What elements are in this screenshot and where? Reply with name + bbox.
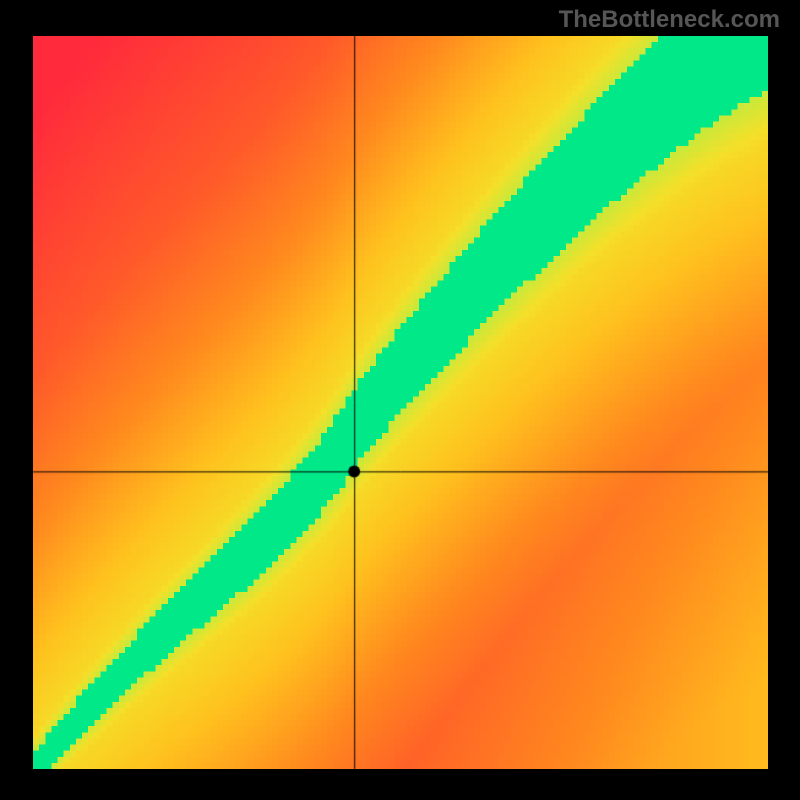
bottleneck-heatmap bbox=[33, 36, 768, 769]
chart-container: TheBottleneck.com bbox=[0, 0, 800, 800]
watermark-text: TheBottleneck.com bbox=[559, 6, 780, 34]
